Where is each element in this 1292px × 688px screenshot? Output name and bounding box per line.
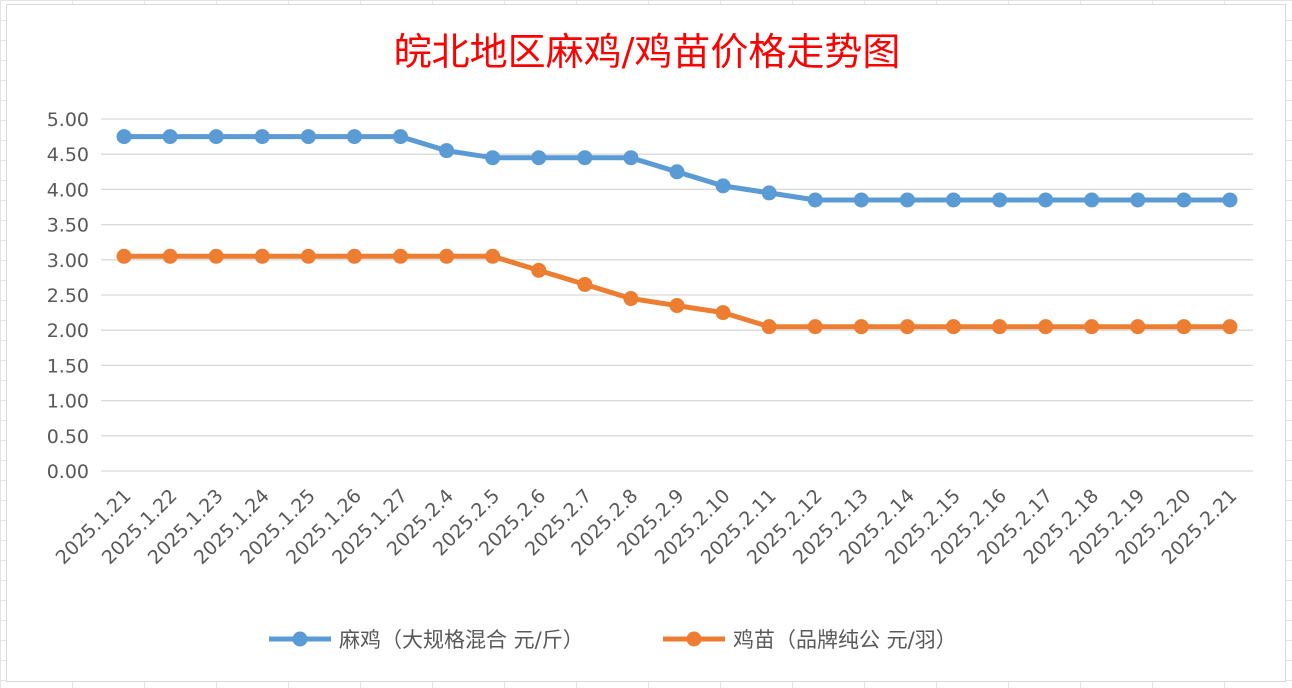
y-tick-label: 2.50 bbox=[47, 285, 89, 307]
data-point[interactable] bbox=[1084, 192, 1100, 208]
y-tick-label: 1.00 bbox=[47, 391, 89, 413]
data-point[interactable] bbox=[761, 185, 777, 201]
data-point[interactable] bbox=[669, 164, 685, 180]
y-tick-label: 5.00 bbox=[47, 109, 89, 131]
data-point[interactable] bbox=[945, 319, 961, 335]
y-tick-label: 4.00 bbox=[47, 179, 89, 201]
data-point[interactable] bbox=[485, 150, 501, 166]
legend-marker bbox=[686, 631, 702, 647]
data-point[interactable] bbox=[1038, 192, 1054, 208]
data-point[interactable] bbox=[853, 192, 869, 208]
data-point[interactable] bbox=[254, 129, 270, 145]
data-point[interactable] bbox=[254, 248, 270, 264]
y-tick-label: 3.50 bbox=[47, 215, 89, 237]
y-tick-label: 4.50 bbox=[47, 144, 89, 166]
y-tick-label: 3.00 bbox=[47, 250, 89, 272]
data-point[interactable] bbox=[439, 248, 455, 264]
series-1 bbox=[116, 248, 1238, 335]
legend-marker bbox=[292, 631, 308, 647]
data-point[interactable] bbox=[393, 248, 409, 264]
data-point[interactable] bbox=[1130, 319, 1146, 335]
data-point[interactable] bbox=[945, 192, 961, 208]
data-point[interactable] bbox=[992, 192, 1008, 208]
data-point[interactable] bbox=[116, 248, 132, 264]
data-point[interactable] bbox=[162, 248, 178, 264]
chart-area[interactable]: 皖北地区麻鸡/鸡苗价格走势图 0.00 0.50 1.00 1.50 2.00 2.50 3… bbox=[6, 4, 1286, 682]
data-point[interactable] bbox=[761, 319, 777, 335]
data-point[interactable] bbox=[346, 248, 362, 264]
data-point[interactable] bbox=[300, 248, 316, 264]
data-point[interactable] bbox=[1176, 319, 1192, 335]
data-point[interactable] bbox=[393, 129, 409, 145]
data-point[interactable] bbox=[346, 129, 362, 145]
data-point[interactable] bbox=[1084, 319, 1100, 335]
series-lines bbox=[116, 129, 1238, 335]
data-point[interactable] bbox=[853, 319, 869, 335]
data-point[interactable] bbox=[531, 262, 547, 278]
legend-label: 鸡苗（品牌纯公 元/羽） bbox=[733, 628, 957, 652]
data-point[interactable] bbox=[715, 178, 731, 194]
data-point[interactable] bbox=[715, 305, 731, 321]
data-point[interactable] bbox=[807, 319, 823, 335]
data-point[interactable] bbox=[1038, 319, 1054, 335]
y-axis-ticks: 0.00 0.50 1.00 1.50 2.00 2.50 3.00 3.50 4.00 4.50… bbox=[47, 109, 89, 483]
data-point[interactable] bbox=[439, 143, 455, 159]
data-point[interactable] bbox=[531, 150, 547, 166]
data-point[interactable] bbox=[669, 298, 685, 314]
data-point[interactable] bbox=[208, 129, 224, 145]
data-point[interactable] bbox=[623, 150, 639, 166]
series-0 bbox=[116, 129, 1238, 208]
data-point[interactable] bbox=[807, 192, 823, 208]
y-tick-label: 0.50 bbox=[47, 426, 89, 448]
data-point[interactable] bbox=[577, 150, 593, 166]
legend-item[interactable]: 麻鸡（大规格混合 元/斤） bbox=[269, 628, 584, 652]
line-chart: 皖北地区麻鸡/鸡苗价格走势图 0.00 0.50 1.00 1.50 2.00 2.50 3… bbox=[47, 30, 1253, 652]
y-tick-label: 2.00 bbox=[47, 320, 89, 342]
chart-title: 皖北地区麻鸡/鸡苗价格走势图 bbox=[394, 30, 901, 74]
y-tick-label: 1.50 bbox=[47, 355, 89, 377]
legend-label: 麻鸡（大规格混合 元/斤） bbox=[339, 628, 584, 652]
gridlines bbox=[101, 118, 1253, 472]
data-point[interactable] bbox=[623, 291, 639, 307]
data-point[interactable] bbox=[1176, 192, 1192, 208]
x-axis-ticks: 2025.1.212025.1.222025.1.232025.1.242025… bbox=[52, 485, 1242, 569]
y-tick-label: 0.00 bbox=[47, 461, 89, 483]
data-point[interactable] bbox=[577, 276, 593, 292]
data-point[interactable] bbox=[300, 129, 316, 145]
data-point[interactable] bbox=[1130, 192, 1146, 208]
data-point[interactable] bbox=[208, 248, 224, 264]
data-point[interactable] bbox=[1222, 192, 1238, 208]
data-point[interactable] bbox=[899, 192, 915, 208]
data-point[interactable] bbox=[116, 129, 132, 145]
data-point[interactable] bbox=[992, 319, 1008, 335]
legend-item[interactable]: 鸡苗（品牌纯公 元/羽） bbox=[663, 628, 957, 652]
legend: 麻鸡（大规格混合 元/斤） 鸡苗（品牌纯公 元/羽） bbox=[269, 628, 957, 652]
data-point[interactable] bbox=[1222, 319, 1238, 335]
data-point[interactable] bbox=[162, 129, 178, 145]
data-point[interactable] bbox=[899, 319, 915, 335]
data-point[interactable] bbox=[485, 248, 501, 264]
series-line bbox=[124, 253, 1230, 330]
